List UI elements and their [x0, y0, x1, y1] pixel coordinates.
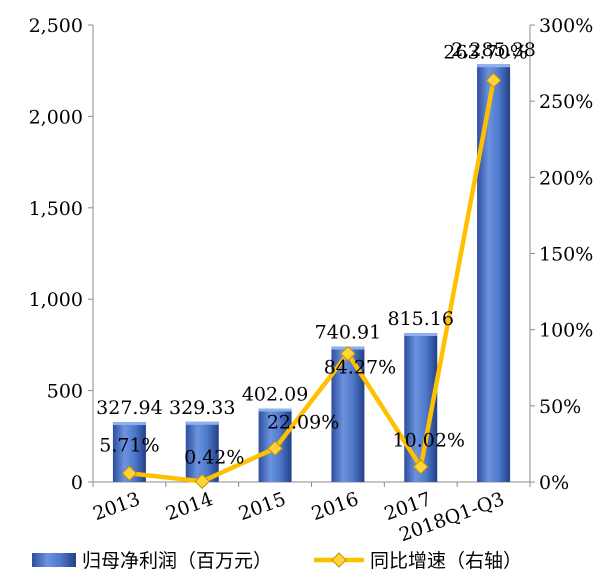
legend-bar-label: 归母净利润（百万元） — [82, 550, 272, 572]
x-tick-label: 2014 — [163, 488, 216, 525]
growth-data-label: 10.02% — [393, 430, 465, 452]
bar — [477, 64, 511, 482]
bar-data-label: 329.33 — [169, 397, 235, 419]
x-tick-label: 2013 — [90, 488, 143, 525]
bar-data-label: 327.94 — [96, 397, 162, 419]
growth-data-label: 5.71% — [99, 434, 159, 456]
bar — [185, 421, 219, 482]
growth-data-label: 263.70% — [443, 41, 528, 63]
legend-bar-swatch — [32, 553, 76, 567]
line-layer — [121, 72, 502, 490]
growth-data-label: 84.27% — [324, 357, 396, 379]
bar-top-highlight — [258, 408, 292, 412]
growth-point — [413, 459, 429, 475]
growth-point — [267, 440, 283, 457]
right-tick-label: 250% — [539, 91, 593, 113]
x-tick-label: 2016 — [309, 488, 362, 525]
right-tick-label: 50% — [539, 396, 581, 418]
left-tick-label: 1,000 — [29, 289, 83, 311]
bar-top-highlight — [112, 422, 146, 426]
right-tick-label: 200% — [539, 167, 593, 189]
growth-data-label: 22.09% — [267, 411, 339, 433]
bar-data-label: 402.09 — [242, 383, 308, 405]
bar-data-label: 815.16 — [388, 308, 454, 330]
right-tick-label: 0% — [539, 472, 569, 494]
legend: 归母净利润（百万元） 同比增速（右轴） — [32, 550, 522, 572]
growth-point — [194, 473, 210, 490]
bars-layer — [112, 64, 511, 482]
right-tick-label: 300% — [539, 15, 593, 37]
x-tick-label: 2015 — [236, 488, 289, 525]
right-tick-label: 150% — [539, 244, 593, 266]
bar-data-label: 740.91 — [315, 322, 381, 344]
left-tick-label: 500 — [47, 381, 83, 403]
left-tick-label: 2,000 — [29, 106, 83, 128]
bar-top-highlight — [477, 64, 511, 68]
right-tick-label: 100% — [539, 320, 593, 342]
left-tick-label: 0 — [71, 472, 83, 494]
bar-top-highlight — [404, 332, 438, 336]
left-tick-label: 1,500 — [29, 198, 83, 220]
left-tick-label: 2,500 — [29, 15, 83, 37]
growth-point — [485, 72, 502, 89]
legend-line-label: 同比增速（右轴） — [370, 550, 522, 572]
growth-point — [121, 465, 138, 482]
data-labels-layer: 327.94 329.33 402.09 740.91 815.16 2,285.38 5.… — [96, 39, 536, 468]
growth-point — [340, 345, 356, 362]
bar-top-highlight — [185, 421, 219, 425]
legend-line-marker — [331, 552, 347, 568]
growth-line — [129, 79, 496, 484]
bar-data-label: 2,285.38 — [451, 39, 536, 61]
growth-data-label: 0.42% — [184, 446, 244, 468]
